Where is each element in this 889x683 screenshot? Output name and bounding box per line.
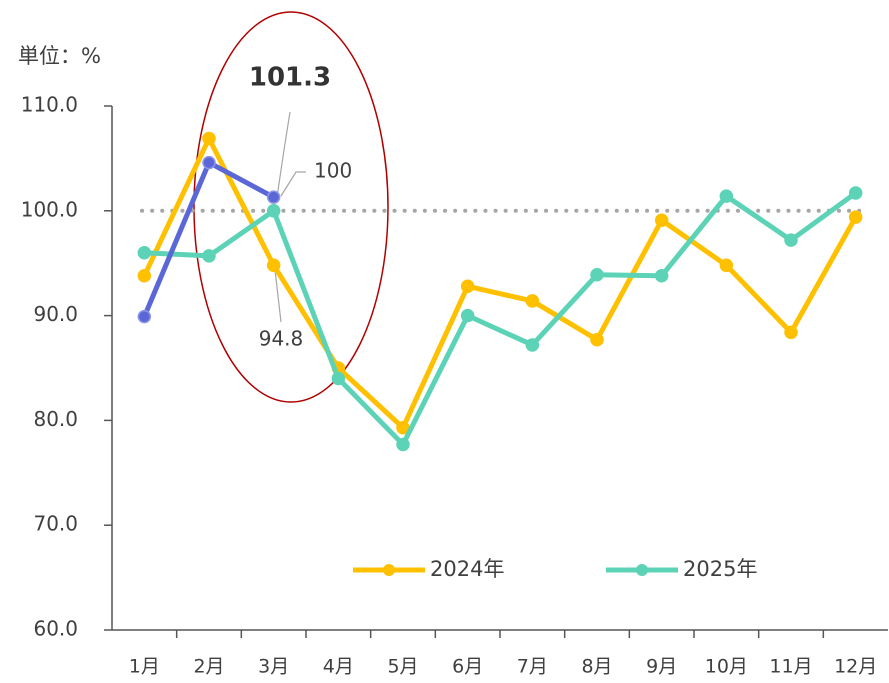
point-marker <box>202 155 216 170</box>
point-marker <box>266 190 281 204</box>
point-marker <box>137 309 152 324</box>
series-line <box>142 135 858 431</box>
y-tick-label: 70.0 <box>33 512 78 536</box>
data-label: 100 <box>314 159 352 183</box>
y-tick-label: 90.0 <box>33 302 78 326</box>
point-marker <box>590 267 604 282</box>
point-marker <box>525 294 540 308</box>
point-marker <box>202 249 216 263</box>
x-tick-label: 12月 <box>834 656 877 678</box>
legend-marker <box>383 564 395 576</box>
y-tick-label: 80.0 <box>33 407 78 431</box>
x-tick-label: 6月 <box>452 656 483 678</box>
data-label: 94.8 <box>259 327 304 351</box>
point-marker <box>590 332 604 347</box>
point-marker <box>266 204 281 218</box>
point-marker <box>266 258 281 273</box>
legend-label: 2024年 <box>430 557 504 581</box>
highlight-ellipse <box>193 11 389 403</box>
x-tick-label: 9月 <box>646 656 677 678</box>
y-tick-label: 60.0 <box>33 617 78 641</box>
x-tick-label: 1月 <box>129 656 160 678</box>
y-tick-label: 110.0 <box>21 93 78 117</box>
x-tick-label: 4月 <box>323 656 354 678</box>
x-tick-label: 10月 <box>705 656 748 678</box>
leader-line <box>274 269 282 323</box>
point-marker <box>137 245 152 260</box>
series-line <box>144 190 858 448</box>
legend-label: 2025年 <box>683 557 757 581</box>
x-tick-label: 8月 <box>581 656 612 678</box>
y-axis-label: 単位：% <box>18 44 101 68</box>
x-tick-label: 7月 <box>517 656 548 678</box>
point-marker <box>719 189 734 203</box>
point-marker <box>525 338 540 352</box>
x-tick-label: 2月 <box>193 656 224 678</box>
point-marker <box>331 371 346 386</box>
y-tick-label: 100.0 <box>21 197 78 221</box>
x-tick-label: 5月 <box>387 656 418 678</box>
leader-line <box>280 171 306 197</box>
point-marker <box>137 269 152 283</box>
point-marker <box>202 131 216 146</box>
leader-line <box>276 111 291 198</box>
point-marker <box>460 308 475 323</box>
point-marker <box>396 437 410 452</box>
point-marker <box>848 210 863 224</box>
point-marker <box>719 258 734 273</box>
x-tick-label: 3月 <box>258 656 289 678</box>
point-marker <box>654 269 669 283</box>
point-marker <box>784 325 798 340</box>
point-marker <box>784 233 798 247</box>
point-marker <box>848 186 863 200</box>
legend-marker <box>636 564 648 576</box>
point-marker <box>460 279 475 294</box>
x-tick-label: 11月 <box>769 656 812 678</box>
data-label: 101.3 <box>249 63 331 93</box>
point-marker <box>654 213 669 227</box>
